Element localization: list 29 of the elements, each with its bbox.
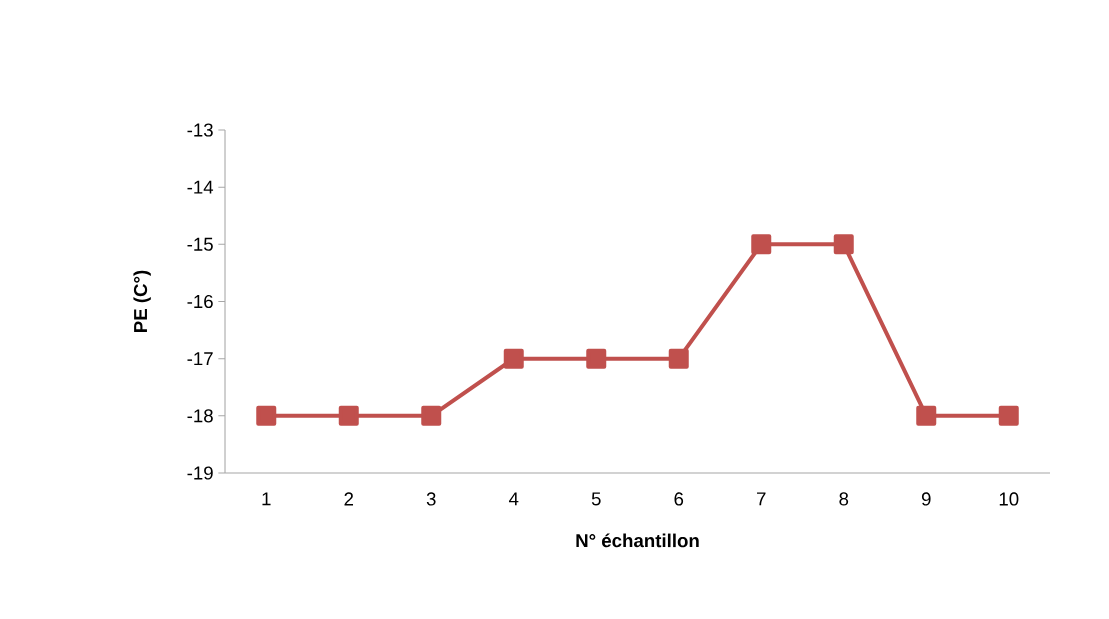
y-tick-label: -15 — [187, 237, 213, 251]
y-axis-title: PE (C°) — [133, 270, 151, 332]
point — [751, 234, 772, 255]
y-tick-label: -16 — [187, 294, 213, 309]
x-tick-label: 9 — [921, 492, 931, 506]
point — [668, 348, 689, 369]
point — [503, 348, 524, 369]
x-tick-label: 3 — [426, 492, 436, 506]
x-axis-title: N° échantillon — [576, 533, 699, 548]
x-tick-label: 6 — [674, 492, 684, 506]
x-tick-label: 8 — [839, 492, 849, 506]
point — [998, 405, 1019, 426]
point — [421, 405, 442, 426]
x-tick-label: 5 — [591, 492, 601, 506]
x-tick-label: 1 — [262, 492, 271, 506]
y-tick-label: -19 — [187, 466, 213, 480]
point — [833, 234, 854, 255]
point — [256, 405, 277, 426]
x-tick-label: 4 — [508, 492, 519, 506]
y-tick-label: -18 — [187, 409, 213, 423]
x-tick-label: 10 — [999, 492, 1019, 506]
point — [338, 405, 359, 426]
y-tick-label: -13 — [187, 123, 213, 137]
x-tick-label: 2 — [344, 492, 354, 506]
y-tick-label: -14 — [187, 180, 214, 194]
x-tick-label: 7 — [757, 492, 766, 506]
point — [586, 348, 607, 369]
point — [916, 405, 937, 426]
y-tick-label: -17 — [187, 352, 213, 366]
